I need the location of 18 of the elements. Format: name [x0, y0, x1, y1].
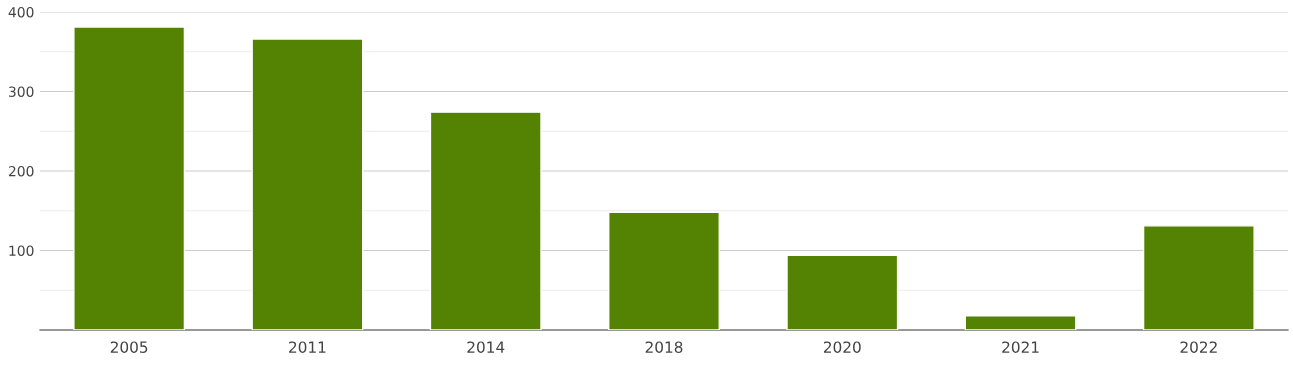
- bar: [964, 314, 1077, 330]
- bar: [786, 254, 899, 330]
- x-tick-label: 2005: [110, 341, 148, 353]
- y-tick-label: 200: [8, 165, 34, 177]
- bar: [608, 211, 720, 330]
- y-tick-label: 400: [8, 6, 34, 18]
- x-tick-label: 2011: [289, 341, 326, 353]
- x-tick-label: 2021: [1002, 341, 1039, 353]
- bar: [1142, 225, 1255, 330]
- x-tick-label: 2014: [467, 341, 505, 353]
- x-tick-label: 2018: [645, 341, 683, 353]
- y-tick-label: 300: [8, 86, 34, 97]
- bar: [73, 26, 186, 330]
- bar: [251, 38, 364, 330]
- x-tick-label: 2020: [823, 341, 861, 353]
- x-tick-label: 2022: [1180, 341, 1217, 353]
- bar: [429, 111, 542, 330]
- y-tick-label: 100: [9, 245, 34, 256]
